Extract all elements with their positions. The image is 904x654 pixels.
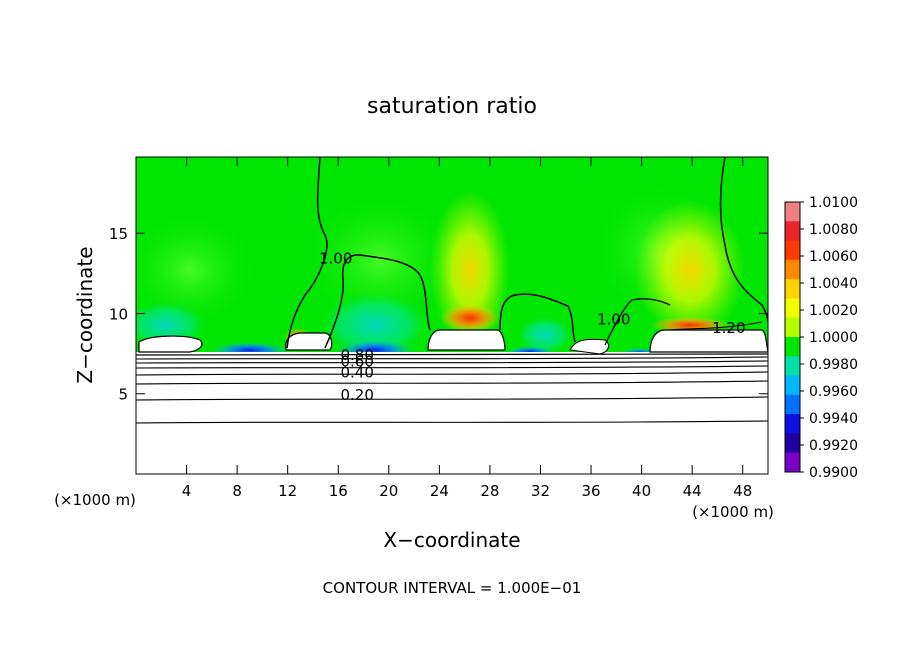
field-patch xyxy=(136,210,260,330)
x-axis: 4 8 12 16 20 24 28 32 36 40 44 48 xyxy=(182,157,752,500)
field-patch xyxy=(635,200,745,340)
field-patch xyxy=(650,317,730,333)
contour-line xyxy=(499,293,576,343)
colorbar-label: 1.0080 xyxy=(809,222,858,238)
colorbar-swatch xyxy=(785,337,800,357)
unsaturated-region xyxy=(569,338,610,355)
colorbar-label: 0.9900 xyxy=(809,465,858,481)
unsaturated-region xyxy=(649,329,768,353)
colorbar-label: 1.0060 xyxy=(809,249,858,265)
x-tick-label: 48 xyxy=(733,482,752,500)
colorbar-label: 1.0040 xyxy=(809,276,858,292)
contour-label: 0.20 xyxy=(340,386,373,404)
contour-label: 0.40 xyxy=(340,364,373,382)
contour-interval-note: CONTOUR INTERVAL = 1.000E−01 xyxy=(323,579,582,597)
y-axis: 5 10 15 xyxy=(109,225,768,404)
colorbar-swatch xyxy=(785,240,800,261)
x-tick-label: 12 xyxy=(278,482,297,500)
unsaturated-region xyxy=(427,329,506,351)
plot-frame xyxy=(135,156,769,475)
chart-title: saturation ratio xyxy=(367,94,537,119)
field-patch xyxy=(515,315,575,355)
colorbar-swatch xyxy=(785,298,800,319)
x-tick-label: 40 xyxy=(632,482,651,500)
colorbar-label: 1.0000 xyxy=(809,330,858,346)
contour-line xyxy=(136,420,768,424)
contour-label: 1.00 xyxy=(319,250,352,268)
unsaturated-region xyxy=(138,335,203,353)
colorbar-swatch xyxy=(785,452,800,473)
contour-line xyxy=(604,298,671,346)
colorbar: 1.0100 1.0080 1.0060 1.0040 1.0020 1.0000 0.99… xyxy=(784,195,858,481)
colorbar-swatch xyxy=(785,202,800,222)
contour-line xyxy=(136,360,768,364)
colorbar-swatch xyxy=(785,414,800,434)
x-axis-label: X−coordinate xyxy=(383,528,520,552)
contour-labels: 1.00 1.00 1.20 0.800.600.40 0.20 xyxy=(319,250,746,404)
colorbar-swatch xyxy=(785,375,800,396)
field-patch xyxy=(440,304,500,332)
x-tick-label: 44 xyxy=(683,482,702,500)
colorbar-label: 0.9940 xyxy=(809,411,858,427)
plot-area xyxy=(136,157,768,474)
colorbar-label: 1.0100 xyxy=(809,195,858,211)
x-tick-label: 20 xyxy=(379,482,398,500)
contour-label: 0.60 xyxy=(340,352,373,370)
contour-line xyxy=(286,157,328,349)
colorbar-swatch xyxy=(785,317,800,338)
contour-line xyxy=(136,371,768,376)
colorbar-swatch xyxy=(785,259,800,280)
y-tick-label: 15 xyxy=(109,225,128,243)
contour-line xyxy=(136,380,768,385)
contour-label: 0.80 xyxy=(340,346,373,364)
x-tick-label: 8 xyxy=(232,482,242,500)
x-tick-label: 36 xyxy=(581,482,600,500)
colorbar-label: 0.9960 xyxy=(809,384,858,400)
x-unit-left: (×1000 m) xyxy=(54,491,136,509)
colorbar-swatch xyxy=(785,356,800,377)
field-patch xyxy=(315,290,435,360)
y-tick-label: 5 xyxy=(118,386,128,404)
x-tick-label: 32 xyxy=(531,482,550,500)
contour-line xyxy=(136,396,768,401)
unsaturated-region xyxy=(136,352,768,474)
x-tick-label: 16 xyxy=(329,482,348,500)
contour-line xyxy=(136,353,768,356)
contour-label: 1.20 xyxy=(712,319,745,337)
y-axis-label: Z−coordinate xyxy=(73,246,97,383)
x-tick-label: 24 xyxy=(430,482,449,500)
contour-line xyxy=(136,356,768,360)
colorbar-swatch xyxy=(785,433,800,454)
colorbar-swatch xyxy=(785,279,800,299)
colorbar-label: 1.0020 xyxy=(809,303,858,319)
y-tick-label: 10 xyxy=(109,305,128,323)
colorbar-label: 0.9980 xyxy=(809,357,858,373)
field-patch xyxy=(300,190,460,330)
contour-line xyxy=(667,321,763,331)
contour-line xyxy=(324,254,431,349)
x-tick-label: 28 xyxy=(480,482,499,500)
colorbar-swatch xyxy=(785,221,800,242)
x-unit-right: (×1000 m) xyxy=(692,503,774,521)
contour-label: 1.00 xyxy=(597,311,630,329)
colorbar-swatch xyxy=(785,394,800,415)
unsaturated-region xyxy=(285,332,333,351)
contour-line xyxy=(136,365,768,369)
colorbar-label: 0.9920 xyxy=(809,438,858,454)
x-tick-label: 4 xyxy=(182,482,192,500)
